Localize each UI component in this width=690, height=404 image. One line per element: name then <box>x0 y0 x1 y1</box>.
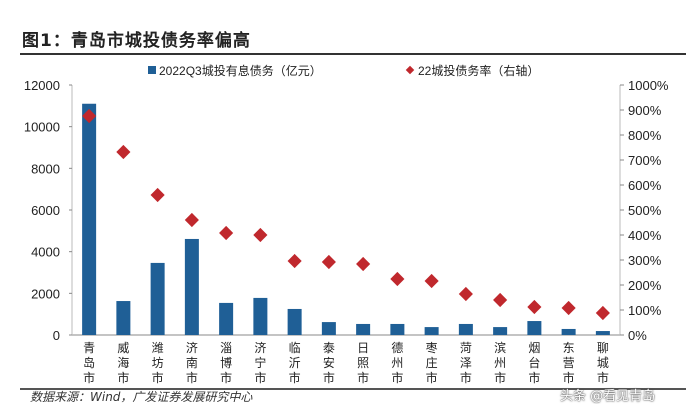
left-tick-label: 8000 <box>31 161 60 176</box>
bar <box>219 302 234 335</box>
right-tick-label: 300% <box>628 253 662 268</box>
right-tick-label: 600% <box>628 178 662 193</box>
rate-marker <box>595 305 610 321</box>
bar <box>253 297 268 335</box>
right-tick-label: 100% <box>628 303 662 318</box>
bar <box>595 331 610 335</box>
category-label: 滨州市 <box>494 340 506 385</box>
bar <box>458 323 473 335</box>
rate-marker <box>390 271 405 287</box>
bar <box>424 327 439 335</box>
left-tick-label: 2000 <box>31 286 60 301</box>
bar <box>527 321 542 335</box>
rate-marker <box>424 273 439 289</box>
category-label: 潍坊市 <box>152 341 164 385</box>
right-tick-label: 0% <box>628 328 647 343</box>
right-tick-label: 800% <box>628 128 662 143</box>
bar <box>116 301 131 335</box>
category-label: 临沂市 <box>289 341 301 385</box>
category-label: 德州市 <box>391 340 403 385</box>
category-label: 菏泽市 <box>460 341 472 385</box>
rate-marker <box>527 299 542 315</box>
legend-marker-swatch <box>405 65 415 75</box>
category-label: 枣庄市 <box>426 341 438 385</box>
rate-marker <box>150 187 165 203</box>
right-tick-label: 900% <box>628 103 662 118</box>
rate-marker <box>321 254 336 270</box>
left-tick-label: 4000 <box>31 245 60 260</box>
category-label: 济宁市 <box>254 340 266 385</box>
right-tick-label: 400% <box>628 228 662 243</box>
top-rule <box>20 53 686 55</box>
category-label: 泰安市 <box>323 341 335 385</box>
right-tick-label: 200% <box>628 278 662 293</box>
rate-marker <box>219 225 234 241</box>
rate-marker <box>287 253 302 269</box>
bar <box>321 322 336 335</box>
bar <box>184 238 199 335</box>
rate-marker <box>493 292 508 308</box>
bar <box>561 328 576 335</box>
bar <box>390 323 405 335</box>
rate-marker <box>356 256 371 272</box>
bar <box>287 308 302 335</box>
category-label: 威海市 <box>117 341 129 385</box>
right-tick-label: 1000% <box>628 78 669 93</box>
category-label: 济南市 <box>186 340 198 385</box>
rate-marker <box>184 212 199 228</box>
right-tick-label: 500% <box>628 203 662 218</box>
left-tick-label: 12000 <box>24 78 60 93</box>
rate-marker <box>253 227 268 243</box>
category-label: 日照市 <box>357 341 369 385</box>
bar <box>356 323 371 335</box>
figure-title: 图1：青岛市城投债务率偏高 <box>22 31 251 51</box>
category-label: 青岛市 <box>83 341 95 385</box>
left-tick-label: 6000 <box>31 203 60 218</box>
rate-marker <box>458 286 473 302</box>
right-tick-label: 700% <box>628 153 662 168</box>
left-tick-label: 10000 <box>24 120 60 135</box>
rate-marker <box>116 144 131 160</box>
legend-marker-label: 22城投债务率（右轴） <box>418 63 539 78</box>
rate-marker <box>561 300 576 316</box>
bottom-rule <box>20 388 686 390</box>
legend-bar-swatch <box>148 66 156 74</box>
category-label: 东营市 <box>563 341 575 385</box>
legend-bar-label: 2022Q3城投有息债务（亿元） <box>159 63 322 78</box>
bar <box>150 262 165 335</box>
category-label: 淄博市 <box>220 341 232 385</box>
category-label: 烟台市 <box>528 341 540 385</box>
bar <box>493 327 508 335</box>
source-note: 数据来源：Wind，广发证券发展研究中心 <box>30 390 253 404</box>
category-label: 聊城市 <box>597 341 609 385</box>
bar <box>82 103 97 335</box>
left-tick-label: 0 <box>53 328 60 343</box>
watermark: 头条 @看见青岛 <box>560 389 656 404</box>
